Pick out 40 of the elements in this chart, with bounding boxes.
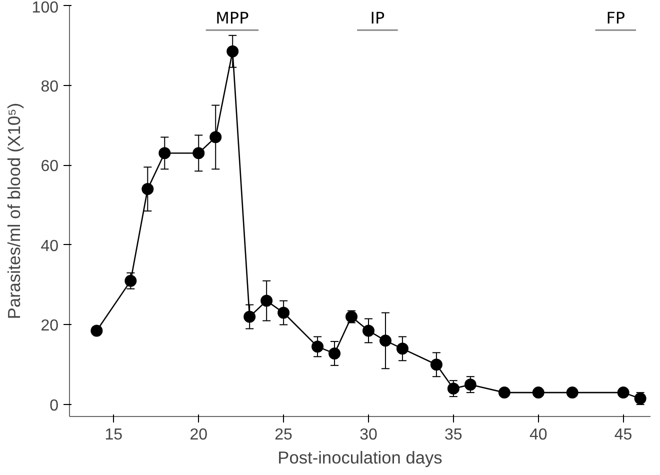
annotation: FP <box>606 8 626 28</box>
y-tick-label: 100 <box>32 0 59 16</box>
point <box>566 386 578 399</box>
y-tick-label: 80 <box>40 78 59 96</box>
point <box>312 340 324 353</box>
x-axis-title: Post-inoculation days <box>278 448 443 468</box>
point <box>328 347 341 360</box>
point <box>447 382 460 395</box>
point <box>90 324 103 337</box>
point <box>278 306 290 319</box>
y-tick-label: 0 <box>50 398 59 415</box>
point <box>430 358 442 371</box>
x-tick-label: 20 <box>190 426 208 444</box>
annotation: MPP <box>216 8 250 28</box>
x-tick-label: 30 <box>360 426 378 444</box>
annotation: IP <box>370 8 385 28</box>
y-tick-label: 20 <box>40 318 59 335</box>
point <box>158 147 171 160</box>
point <box>532 386 544 399</box>
point <box>362 324 374 337</box>
x-tick-label: 35 <box>444 426 462 444</box>
point <box>464 378 476 391</box>
y-axis-title: Parasites/ml of blood (X10⁵) <box>4 102 24 320</box>
point <box>396 342 408 355</box>
point <box>498 386 510 399</box>
x-tick-label: 40 <box>529 426 548 444</box>
point <box>192 147 205 160</box>
point <box>244 310 256 323</box>
point <box>617 386 630 399</box>
x-tick-label: 45 <box>614 426 632 444</box>
point <box>124 274 137 287</box>
point <box>210 131 222 144</box>
point <box>379 334 392 347</box>
y-tick-label: 40 <box>40 238 59 255</box>
point <box>226 45 239 58</box>
y-tick-label: 60 <box>40 158 59 176</box>
point <box>142 183 154 196</box>
point <box>260 294 273 307</box>
x-tick-label: 25 <box>274 426 293 444</box>
x-tick-label: 15 <box>104 426 123 444</box>
